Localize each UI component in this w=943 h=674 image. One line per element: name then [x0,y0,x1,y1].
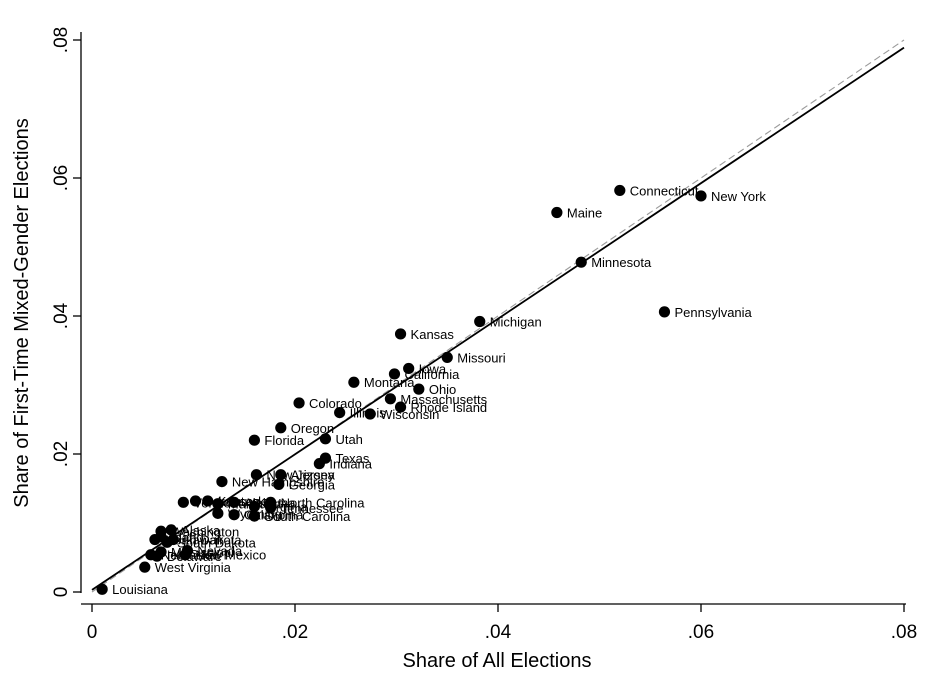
point-label: Louisiana [112,582,168,597]
data-point [202,495,214,507]
data-point [248,434,260,446]
data-point [139,561,151,573]
data-point [319,452,332,464]
point-label: South Carolina [264,509,351,524]
y-tick-label: .06 [51,165,72,191]
point-label: Kansas [411,327,455,342]
data-point [155,525,167,537]
x-tick-label: .04 [485,622,512,643]
point-label: Pennsylvania [674,305,752,320]
data-point [334,407,346,419]
data-point [293,397,305,409]
point-label: Iowa [419,361,447,376]
data-point [248,510,260,522]
point-label: Arizona [291,468,336,483]
data-point [167,533,179,546]
x-axis: 0 .02 .04 .06 .08 [81,603,917,643]
point-label: South Dakota [177,535,257,550]
point-label: Georgia [289,477,336,492]
data-point [275,422,287,434]
y-axis: 0 .02 .04 .06 .08 [51,27,82,598]
data-point [216,476,228,488]
x-axis-title: Share of All Elections [403,650,592,672]
point-label: Alaska [181,523,221,538]
point-label: Idaho [171,530,204,545]
x-tick-label: .06 [688,622,714,643]
data-point [394,401,407,413]
data-point [165,524,177,536]
point-label: Connecticut [630,183,699,198]
data-point [228,496,240,508]
y-tick-label: .02 [51,441,72,467]
data-point [319,433,332,445]
point-label: Ohio [429,382,456,397]
data-point [474,315,486,328]
data-point [384,393,397,405]
point-label: Tennessee [281,501,344,516]
x-tick-label: .02 [282,622,308,643]
reference-line-45deg [91,39,905,593]
data-point [212,498,224,510]
x-tick-label: .08 [891,622,917,643]
data-point [388,368,401,380]
point-label: Utah [335,432,362,447]
y-ticks: 0 .02 .04 .06 .08 [51,27,81,598]
y-tick-label: .08 [51,27,72,53]
y-tick-label: .04 [51,302,72,329]
point-label: Oregon [291,421,334,436]
data-point [441,351,453,363]
data-point [348,376,360,388]
data-point [212,507,224,519]
point-label: North Carolina [281,495,366,510]
point-label: Indiana [329,457,372,472]
data-point [551,206,563,219]
point-label: Texas [335,451,369,466]
point-label: Massachusetts [400,392,487,407]
point-label: Montana [364,375,415,390]
point-label: Rhode Island [411,400,488,415]
data-point [403,362,415,375]
data-point [151,550,163,562]
point-label: North Dakota [165,533,242,548]
point-label: Nevada [197,544,243,559]
data-point [364,408,376,420]
point-label: Maine [567,206,602,221]
point-label: New York [711,189,766,204]
data-point [177,496,189,508]
point-label: Washington [171,524,239,539]
fit-line [91,46,905,591]
data-point [265,502,277,514]
y-axis-title: Share of First-Time Mixed-Gender Electio… [11,118,33,507]
point-label: Missouri [457,350,506,365]
data-point [413,383,425,395]
data-point [273,478,285,490]
point-label: Florida [264,433,305,448]
data-point [181,545,194,557]
point-label: Wisconsin [380,407,439,422]
x-ticks: 0 .02 .04 .06 .08 [87,604,917,643]
point-label: West Virginia [155,560,232,575]
x-tick-label: 0 [87,622,98,643]
data-point [394,328,407,340]
data-point [614,184,626,197]
point-label: New Mexico [195,548,266,563]
point-label: Michigan [490,315,542,330]
data-point [248,500,260,513]
data-point [250,469,263,481]
data-point [658,306,671,318]
data-point [695,190,707,202]
data-point [575,256,587,268]
data-point [228,509,240,521]
y-tick-label: 0 [51,587,72,598]
point-label: Minnesota [591,255,652,270]
data-point [189,495,202,507]
fit-lines [91,39,905,593]
point-label: Hawaii [183,533,222,548]
point-label: California [404,367,460,382]
point-label: Colorado [309,396,362,411]
data-point [96,583,108,595]
data-point [275,469,287,481]
